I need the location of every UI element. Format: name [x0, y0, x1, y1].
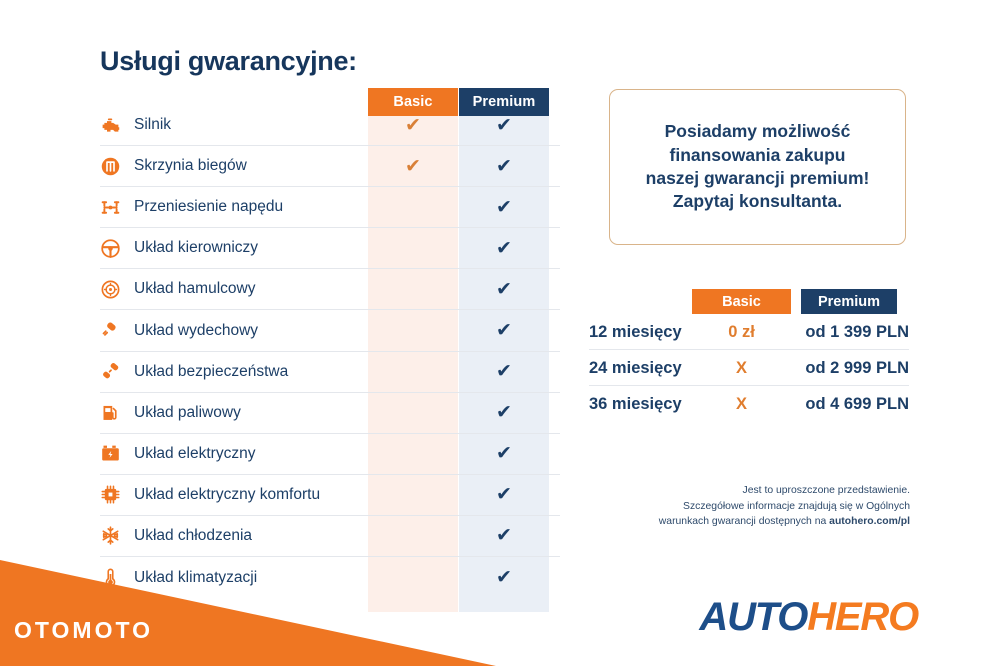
- fuel-pump-icon: [100, 402, 134, 423]
- promo-text: Posiadamy możliwość finansowania zakupu …: [646, 120, 870, 213]
- pricing-basic-value: X: [735, 358, 747, 377]
- autohero-logo-auto: AUTO: [699, 595, 808, 639]
- service-row: Skrzynia biegów ✔ ✔: [100, 146, 560, 188]
- exhaust-icon: [100, 320, 134, 341]
- autohero-logo-hero: HERO: [807, 595, 919, 639]
- otomoto-logo: OTOMOTO: [14, 617, 153, 643]
- orange-diagonal-band: [0, 560, 496, 666]
- seatbelt-icon: [100, 361, 134, 382]
- service-label: Układ bezpieczeństwa: [134, 362, 289, 380]
- service-label: Układ wydechowy: [134, 321, 259, 339]
- service-row: Układ elektryczny ✔: [100, 434, 560, 475]
- service-mark-premium: ✔: [496, 237, 512, 259]
- pricing-basic-value: X: [735, 394, 747, 413]
- service-label: Układ klimatyzacji: [134, 568, 258, 586]
- service-row: Układ hamulcowy ✔: [100, 269, 560, 311]
- service-mark-premium: ✔: [496, 443, 512, 465]
- engine-icon: [100, 115, 134, 136]
- service-label: Układ chłodzenia: [134, 526, 253, 544]
- service-row: Układ wydechowy ✔: [100, 310, 560, 352]
- service-mark-basic: ✔: [405, 114, 421, 136]
- pricing-row: 24 miesięcy X od 2 999 PLN: [589, 350, 909, 386]
- pricing-premium-value: od 1 399 PLN: [805, 322, 909, 341]
- pricing-premium-value: od 2 999 PLN: [805, 358, 909, 377]
- pricing-basic-value: 0 zł: [728, 322, 755, 341]
- footnote-line-2: Szczegółowe informacje znajdują się w Og…: [683, 500, 910, 512]
- services-rows: Silnik ✔ ✔ Skrzynia biegów ✔ ✔: [100, 105, 560, 598]
- service-mark-premium: ✔: [496, 525, 512, 547]
- steering-wheel-icon: [100, 238, 134, 259]
- service-label: Układ kierowniczy: [134, 239, 259, 257]
- snowflake-icon: [100, 525, 134, 546]
- promo-line-4: Zapytaj konsultanta.: [672, 191, 843, 212]
- service-mark-premium: ✔: [496, 196, 512, 218]
- promo-line-1: Posiadamy możliwość: [664, 121, 851, 142]
- services-section: Usługi gwarancyjne: Basic Premium Silnik…: [100, 46, 560, 612]
- page-title: Usługi gwarancyjne:: [100, 46, 357, 76]
- service-mark-basic: ✔: [405, 155, 421, 177]
- service-row: Układ paliwowy ✔: [100, 393, 560, 434]
- pricing-premium-value: od 4 699 PLN: [805, 394, 909, 413]
- chip-icon: [100, 484, 134, 505]
- pricing-term: 36 miesięcy: [589, 394, 682, 413]
- service-label: Układ elektryczny: [134, 444, 256, 462]
- service-label: Przeniesienie napędu: [134, 198, 284, 216]
- service-row: Układ kierowniczy ✔: [100, 228, 560, 270]
- service-label: Układ elektryczny komfortu: [134, 485, 321, 503]
- pricing-header-basic: Basic: [692, 289, 791, 314]
- service-row: Układ klimatyzacji ✔: [100, 557, 560, 598]
- service-row: Silnik ✔ ✔: [100, 105, 560, 147]
- service-row: Przeniesienie napędu ✔: [100, 187, 560, 229]
- autohero-logo: AUTOHERO: [699, 595, 919, 640]
- service-label: Układ paliwowy: [134, 403, 241, 421]
- pricing-row: 12 miesięcy 0 zł od 1 399 PLN: [589, 314, 909, 350]
- gearbox-icon: [100, 156, 134, 177]
- service-mark-premium: ✔: [496, 114, 512, 136]
- service-mark-premium: ✔: [496, 567, 512, 589]
- service-mark-premium: ✔: [496, 320, 512, 342]
- column-shade-premium: [459, 88, 549, 612]
- column-shade-basic: [368, 88, 458, 612]
- footnote-line-3: warunkach gwarancji dostępnych na autohe…: [560, 514, 910, 530]
- financing-promo-box: Posiadamy możliwość finansowania zakupu …: [609, 89, 906, 245]
- pricing-table: Basic Premium 12 miesięcy 0 zł od 1 399 …: [589, 289, 909, 422]
- service-mark-premium: ✔: [496, 155, 512, 177]
- service-row: Układ bezpieczeństwa ✔: [100, 352, 560, 393]
- footnote-line-1: Jest to uproszczone przedstawienie.: [742, 485, 911, 496]
- promo-line-3: naszej gwarancji premium!: [645, 168, 870, 188]
- pricing-header-premium: Premium: [801, 289, 897, 314]
- pricing-header-row: Basic Premium: [589, 289, 909, 314]
- footnote-link[interactable]: autohero.com/pl: [829, 516, 910, 528]
- service-mark-premium: ✔: [496, 402, 512, 424]
- battery-icon: [100, 443, 134, 464]
- footnote-line-3-prefix: warunkach gwarancji dostępnych na: [658, 516, 830, 528]
- column-header-basic: Basic: [368, 88, 458, 116]
- service-label: Skrzynia biegów: [134, 157, 247, 175]
- pricing-row: 36 miesięcy X od 4 699 PLN: [589, 386, 909, 422]
- service-mark-premium: ✔: [496, 484, 512, 506]
- service-row: Układ elektryczny komfortu ✔: [100, 475, 560, 516]
- pricing-term: 12 miesięcy: [589, 322, 682, 341]
- service-mark-premium: ✔: [496, 278, 512, 300]
- service-label: Silnik: [134, 116, 172, 134]
- service-row: Układ chłodzenia ✔: [100, 516, 560, 558]
- brake-disc-icon: [100, 279, 134, 300]
- service-label: Układ hamulcowy: [134, 280, 256, 298]
- service-mark-premium: ✔: [496, 361, 512, 383]
- pricing-term: 24 miesięcy: [589, 358, 682, 377]
- column-header-premium: Premium: [459, 88, 549, 116]
- footnote: Jest to uproszczone przedstawienie. Szcz…: [560, 483, 910, 530]
- drivetrain-icon: [100, 197, 134, 218]
- promo-line-2: finansowania zakupu: [669, 144, 846, 165]
